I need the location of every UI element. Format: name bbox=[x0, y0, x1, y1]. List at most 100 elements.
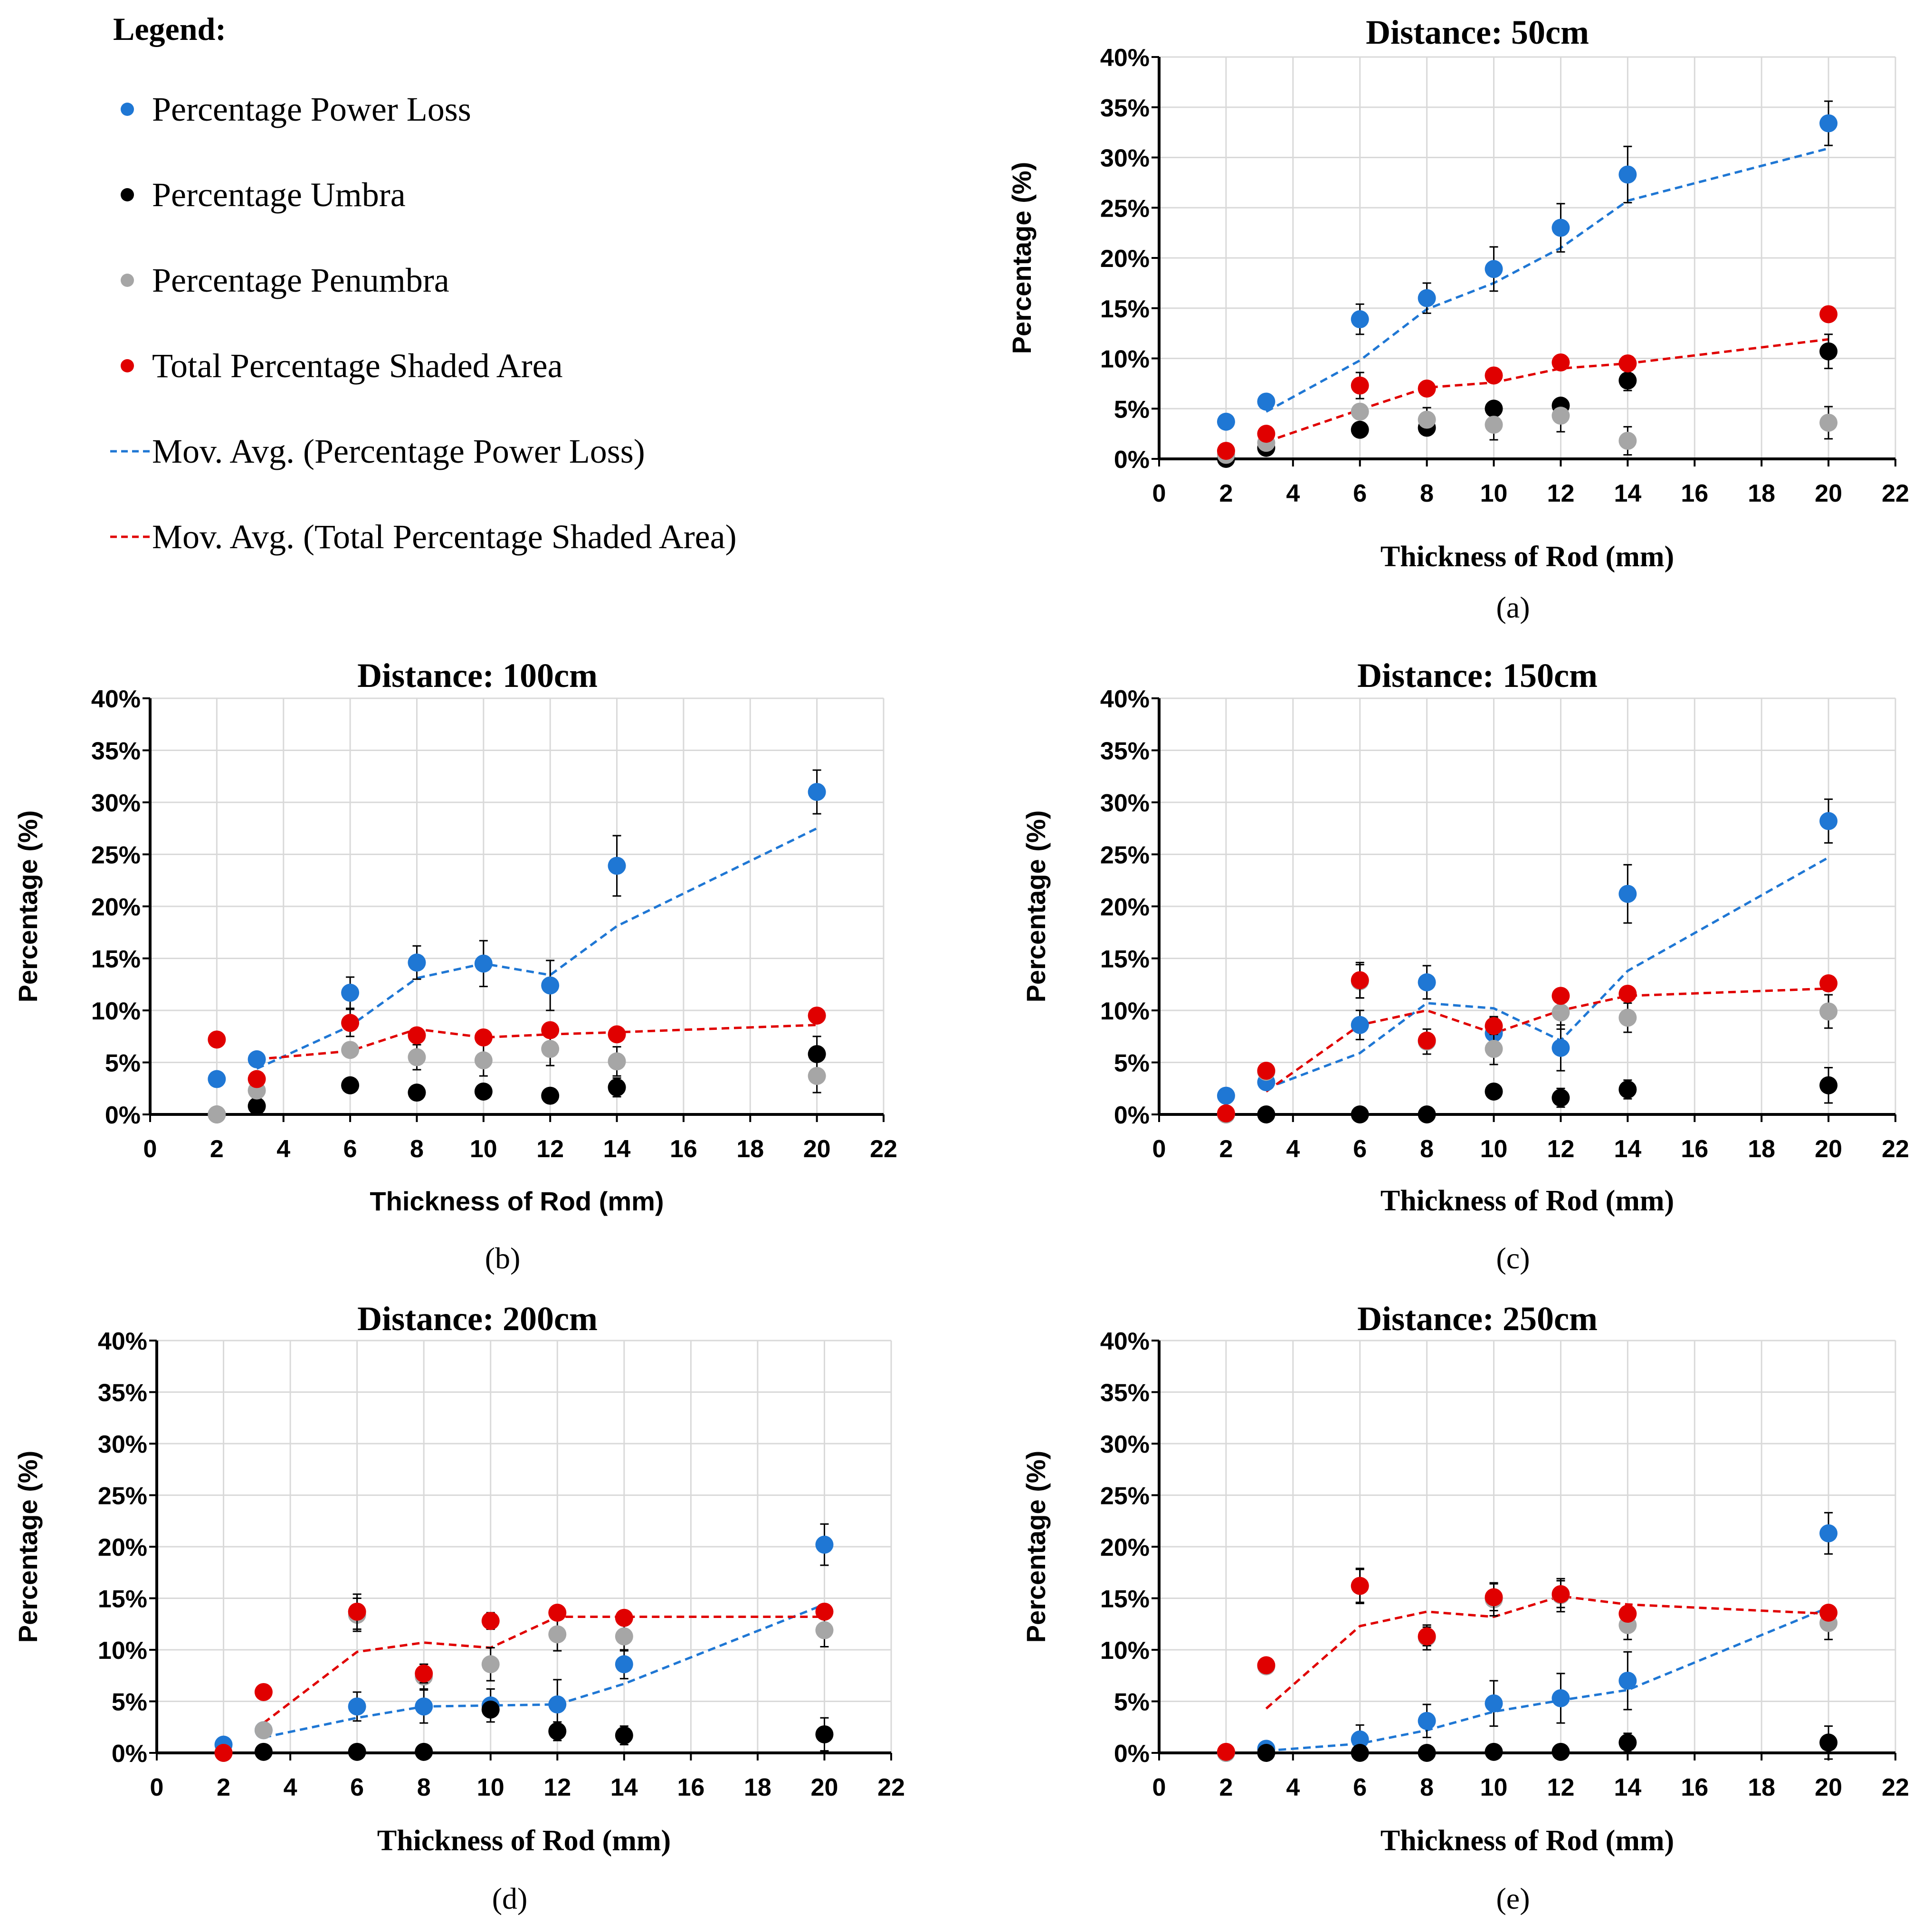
y-tick-label: 20% bbox=[91, 894, 141, 921]
data-point bbox=[1351, 1730, 1369, 1749]
data-point bbox=[254, 1683, 273, 1701]
data-point bbox=[1257, 1105, 1275, 1123]
legend-label: Percentage Power Loss bbox=[152, 90, 471, 128]
y-axis-label: Percentage (%) bbox=[1021, 810, 1051, 1003]
trendline-mov-avg-percentage-power-loss bbox=[1266, 1606, 1829, 1752]
gridlines bbox=[157, 1340, 892, 1753]
y-tick-label: 40% bbox=[91, 685, 141, 713]
x-tick-labels: 0 2 4 6 8 10 12 14 16 18 20 22 bbox=[1152, 1114, 1909, 1163]
legend-label: Mov. Avg. (Total Percentage Shaded Area) bbox=[152, 518, 737, 556]
y-tick-label: 25% bbox=[1100, 1483, 1150, 1510]
data-point bbox=[1551, 1585, 1570, 1603]
data-point bbox=[541, 976, 560, 995]
x-tick-label: 12 bbox=[536, 1135, 564, 1163]
data-point bbox=[1819, 812, 1838, 830]
y-tick-label: 0% bbox=[1114, 1740, 1150, 1768]
y-tick-label: 35% bbox=[98, 1380, 147, 1407]
data-point bbox=[1257, 1656, 1275, 1675]
data-point bbox=[1551, 1003, 1570, 1022]
data-point bbox=[1819, 974, 1838, 993]
data-point bbox=[1217, 1742, 1235, 1761]
data-point bbox=[1351, 420, 1369, 439]
x-tick-label: 14 bbox=[603, 1135, 631, 1163]
x-tick-label: 12 bbox=[1547, 1135, 1575, 1163]
data-point bbox=[1819, 1733, 1838, 1752]
data-point bbox=[1351, 402, 1369, 421]
x-tick-labels: 0 2 4 6 8 10 12 14 16 18 20 22 bbox=[1152, 459, 1909, 507]
data-point bbox=[608, 1025, 626, 1044]
data-point bbox=[815, 1725, 834, 1743]
y-tick-label: 5% bbox=[1114, 1689, 1150, 1716]
data-point bbox=[1418, 1712, 1436, 1730]
y-tick-label: 35% bbox=[91, 738, 141, 765]
x-tick-label: 16 bbox=[1681, 480, 1708, 507]
data-point bbox=[548, 1722, 567, 1741]
y-axis-label: Percentage (%) bbox=[13, 1451, 43, 1643]
x-tick-label: 12 bbox=[1547, 1774, 1575, 1801]
y-tick-label: 10% bbox=[1100, 1637, 1150, 1665]
data-point bbox=[208, 1070, 226, 1088]
series-percentage-power-loss bbox=[1217, 1512, 1838, 1762]
series-percentage-penumbra bbox=[214, 1598, 834, 1762]
y-tick-label: 0% bbox=[112, 1740, 147, 1768]
legend-item-percentage-penumbra: Percentage Penumbra bbox=[121, 261, 449, 299]
data-point bbox=[608, 856, 626, 875]
data-point bbox=[541, 1086, 560, 1105]
series-percentage-power-loss bbox=[1217, 100, 1838, 431]
data-point bbox=[1257, 425, 1275, 443]
series-total-percentage-shaded-area bbox=[208, 1006, 826, 1088]
legend: Legend: Percentage Power Loss Percentage U… bbox=[110, 11, 737, 556]
data-point bbox=[1618, 431, 1637, 450]
data-point bbox=[1819, 114, 1838, 133]
data-point bbox=[1418, 1105, 1436, 1123]
y-tick-label: 10% bbox=[98, 1637, 147, 1665]
y-tick-label: 15% bbox=[98, 1586, 147, 1613]
data-point bbox=[615, 1726, 633, 1745]
data-point bbox=[408, 1026, 426, 1045]
data-point bbox=[1485, 400, 1503, 418]
x-tick-label: 16 bbox=[1681, 1774, 1708, 1801]
data-point bbox=[1819, 1076, 1838, 1094]
data-point bbox=[808, 1045, 826, 1063]
y-tick-label: 20% bbox=[98, 1534, 147, 1561]
series-percentage-umbra bbox=[208, 1036, 826, 1123]
data-point bbox=[415, 1664, 433, 1683]
data-point bbox=[1618, 1605, 1637, 1623]
data-point bbox=[1618, 1733, 1637, 1752]
legend-item-percentage-power-loss: Percentage Power Loss bbox=[121, 90, 471, 128]
y-tick-label: 30% bbox=[1100, 790, 1150, 817]
trendline-mov-avg-percentage-power-loss bbox=[1266, 856, 1829, 1090]
data-point bbox=[1485, 1017, 1503, 1035]
data-point bbox=[1819, 1002, 1838, 1021]
y-tick-label: 30% bbox=[1100, 1431, 1150, 1458]
x-tick-label: 14 bbox=[610, 1774, 638, 1801]
data-point bbox=[541, 1021, 560, 1039]
data-point bbox=[481, 1612, 500, 1630]
data-point bbox=[1257, 392, 1275, 411]
y-tick-labels: 0% 5% 10% 15% 20% 25% 30% 35% 40% bbox=[1100, 44, 1159, 474]
data-point bbox=[1351, 1016, 1369, 1034]
data-point bbox=[1485, 260, 1503, 278]
x-tick-label: 2 bbox=[1219, 480, 1233, 507]
x-tick-label: 22 bbox=[877, 1774, 905, 1801]
y-tick-label: 0% bbox=[1114, 446, 1150, 474]
chart-d: 0 2 4 6 8 10 12 14 16 18 20 22 0% 5% 10% 15% 20% 25% 30% 35… bbox=[13, 1300, 905, 1915]
data-point bbox=[548, 1695, 567, 1714]
x-tick-label: 4 bbox=[1286, 1774, 1300, 1801]
y-tick-label: 35% bbox=[1100, 1380, 1150, 1407]
y-tick-label: 5% bbox=[1114, 396, 1150, 423]
x-tick-label: 10 bbox=[1480, 1774, 1508, 1801]
data-point bbox=[481, 1655, 500, 1674]
x-tick-label: 14 bbox=[1614, 1135, 1641, 1163]
data-point bbox=[608, 1078, 626, 1097]
y-tick-labels: 0% 5% 10% 15% 20% 25% 30% 35% 40% bbox=[98, 1328, 157, 1768]
data-point bbox=[808, 1006, 826, 1025]
y-tick-label: 30% bbox=[98, 1431, 147, 1458]
y-tick-label: 10% bbox=[91, 998, 141, 1025]
x-tick-label: 2 bbox=[217, 1774, 230, 1801]
data-point bbox=[1551, 1742, 1570, 1761]
data-point bbox=[247, 1097, 266, 1115]
x-tick-label: 20 bbox=[803, 1135, 831, 1163]
panel-caption: (a) bbox=[1496, 590, 1530, 624]
data-point bbox=[1551, 407, 1570, 425]
